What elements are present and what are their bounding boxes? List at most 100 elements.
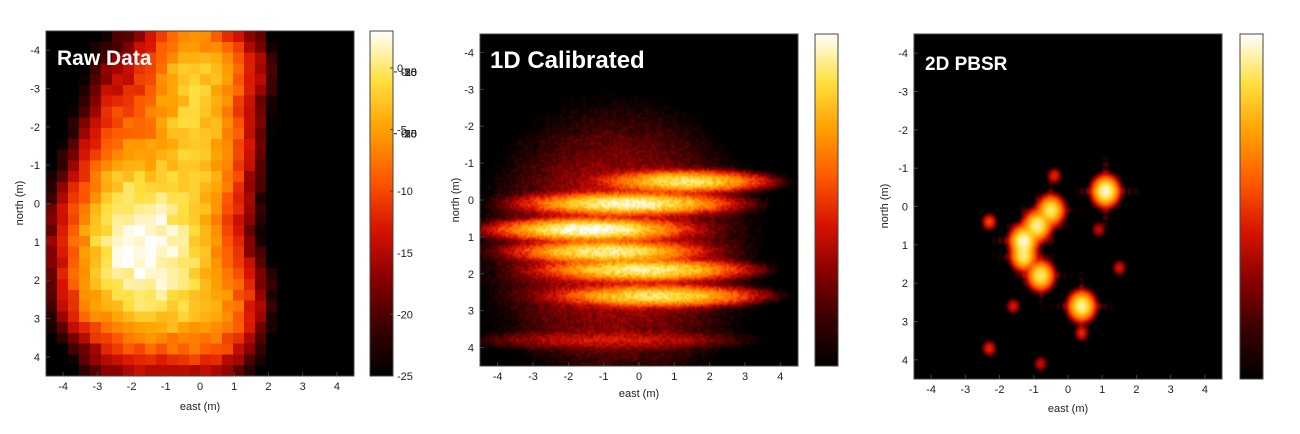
panel-title-1d-calibrated: 1D Calibrated — [490, 47, 645, 74]
x-tick-label: 4 — [1202, 384, 1208, 396]
y-axis-label-2d-pbsr: north (m) — [879, 184, 891, 229]
y-tick-label: -4 — [30, 45, 40, 57]
x-tick-label: 2 — [265, 381, 271, 393]
x-tick-label: 1 — [671, 371, 677, 383]
x-axis-label-1d-calibrated: east (m) — [619, 388, 659, 400]
colorbar-tick-label: -25 — [401, 67, 417, 79]
x-tick-label: -1 — [161, 381, 171, 393]
colorbar-ticks-raw-data: 0-5-10-15-20-25 — [390, 63, 413, 383]
x-tick-label: 2 — [1133, 384, 1139, 396]
y-tick-label: 1 — [902, 240, 908, 252]
x-tick-label: 4 — [334, 381, 340, 393]
panel-1d-calibrated: 1D Calibrated -4 -3 -2 -1 0 1 2 3 4 -4-3-2-10123… — [394, 33, 839, 400]
y-tick-label: 2 — [34, 275, 40, 287]
y-tick-label: -2 — [464, 121, 474, 133]
y-axis-2d-pbsr: -4 -3 -2 -1 0 1 2 3 4 — [898, 48, 918, 367]
x-tick-label: -3 — [528, 371, 538, 383]
colorbar-tick-label: -15 — [397, 248, 413, 260]
y-tick-label: -2 — [898, 125, 908, 137]
y-axis-1d-calibrated: -4 -3 -2 -1 0 1 2 3 4 — [464, 47, 484, 355]
x-tick-label: -2 — [563, 371, 573, 383]
colorbar-tick-label: -25 — [401, 129, 417, 141]
colorbar-2d-pbsr — [1239, 33, 1264, 380]
heatmap-image-2d-pbsr — [914, 34, 1222, 379]
y-tick-label: 3 — [468, 306, 474, 318]
colorbar-tick-label: -25 — [397, 371, 413, 383]
y-axis-label-1d-calibrated: north (m) — [450, 178, 462, 223]
x-tick-label: 0 — [636, 371, 642, 383]
x-tick-label: 1 — [231, 381, 237, 393]
x-axis-label-raw-data: east (m) — [180, 401, 220, 413]
panel-title-raw-data: Raw Data — [57, 47, 152, 70]
colorbar-tick-label: -5 — [401, 67, 411, 79]
x-tick-label: 3 — [742, 371, 748, 383]
x-tick-label: 3 — [300, 381, 306, 393]
colorbar-tick-label: -15 — [401, 67, 417, 79]
colorbar-tick-label: -20 — [401, 67, 417, 79]
x-tick-label: -2 — [995, 384, 1005, 396]
colorbar-1d-calibrated — [814, 33, 839, 367]
colorbar-tick-label: 0 — [401, 129, 407, 141]
x-tick-label: 2 — [707, 371, 713, 383]
x-tick-label: -4 — [58, 381, 68, 393]
panel-title-2d-pbsr: 2D PBSR — [925, 54, 1008, 75]
x-tick-label: 1 — [1099, 384, 1105, 396]
colorbar-ticks-1d-calibrated: 0-5-10-15-20-25 — [394, 67, 417, 79]
y-tick-label: -1 — [30, 160, 40, 172]
colorbar-raw-data — [369, 30, 394, 377]
x-tick-label: -3 — [960, 384, 970, 396]
colorbar-tick-label: -5 — [397, 125, 407, 137]
x-tick-label: -1 — [1029, 384, 1039, 396]
heatmap-image-raw-data — [46, 31, 354, 376]
y-tick-label: 4 — [468, 343, 474, 355]
colorbar-tick-label: 0 — [401, 67, 407, 79]
y-tick-label: -3 — [898, 87, 908, 99]
x-tick-label: -1 — [599, 371, 609, 383]
colorbar-tick-label: -10 — [401, 67, 417, 79]
y-tick-label: -3 — [30, 84, 40, 96]
y-tick-label: 0 — [34, 199, 40, 211]
heatmap-image-1d-calibrated — [480, 34, 798, 366]
colorbar-tick-label: -5 — [401, 129, 411, 141]
y-axis-label-raw-data: north (m) — [14, 181, 26, 226]
y-tick-label: 4 — [34, 352, 40, 364]
y-tick-label: -4 — [464, 47, 474, 59]
x-axis-label-2d-pbsr: east (m) — [1048, 403, 1088, 415]
y-tick-label: 0 — [468, 195, 474, 207]
x-tick-label: 4 — [777, 371, 783, 383]
x-tick-label: 3 — [1168, 384, 1174, 396]
y-tick-label: -4 — [898, 48, 908, 60]
x-axis-1d-calibrated: -4 -3 -2 -1 0 1 2 3 4 — [493, 362, 783, 383]
y-axis-raw-data: -4 -3 -2 -1 0 1 2 3 4 — [30, 45, 50, 364]
x-tick-label: -4 — [493, 371, 503, 383]
y-tick-label: -1 — [898, 163, 908, 175]
x-tick-label: -2 — [127, 381, 137, 393]
x-axis-2d-pbsr: -4 -3 -2 -1 0 1 2 3 4 — [926, 375, 1208, 396]
y-tick-label: -2 — [30, 122, 40, 134]
x-tick-label: -3 — [92, 381, 102, 393]
colorbar-tick-label: -10 — [397, 186, 413, 198]
y-tick-label: 2 — [902, 278, 908, 290]
y-tick-label: 3 — [902, 317, 908, 329]
y-tick-label: 2 — [468, 269, 474, 281]
x-tick-label: -4 — [926, 384, 936, 396]
y-tick-label: 3 — [34, 314, 40, 326]
y-tick-label: 0 — [902, 202, 908, 214]
colorbar-tick-label: -20 — [401, 129, 417, 141]
colorbar-tick-label: 0 — [397, 63, 403, 75]
y-tick-label: -3 — [464, 84, 474, 96]
y-tick-label: 1 — [468, 232, 474, 244]
colorbar-ticks-2d-pbsr: 0-5-10-15-20-25 — [394, 129, 417, 141]
y-tick-label: 1 — [34, 237, 40, 249]
x-tick-label: 0 — [197, 381, 203, 393]
x-axis-raw-data: -4 -3 -2 -1 0 1 2 3 4 — [58, 372, 340, 393]
colorbar-tick-label: -20 — [397, 309, 413, 321]
x-tick-label: 0 — [1065, 384, 1071, 396]
colorbar-tick-label: -10 — [401, 129, 417, 141]
y-tick-label: 4 — [902, 355, 908, 367]
colorbar-tick-label: -15 — [401, 129, 417, 141]
y-tick-label: -1 — [464, 158, 474, 170]
